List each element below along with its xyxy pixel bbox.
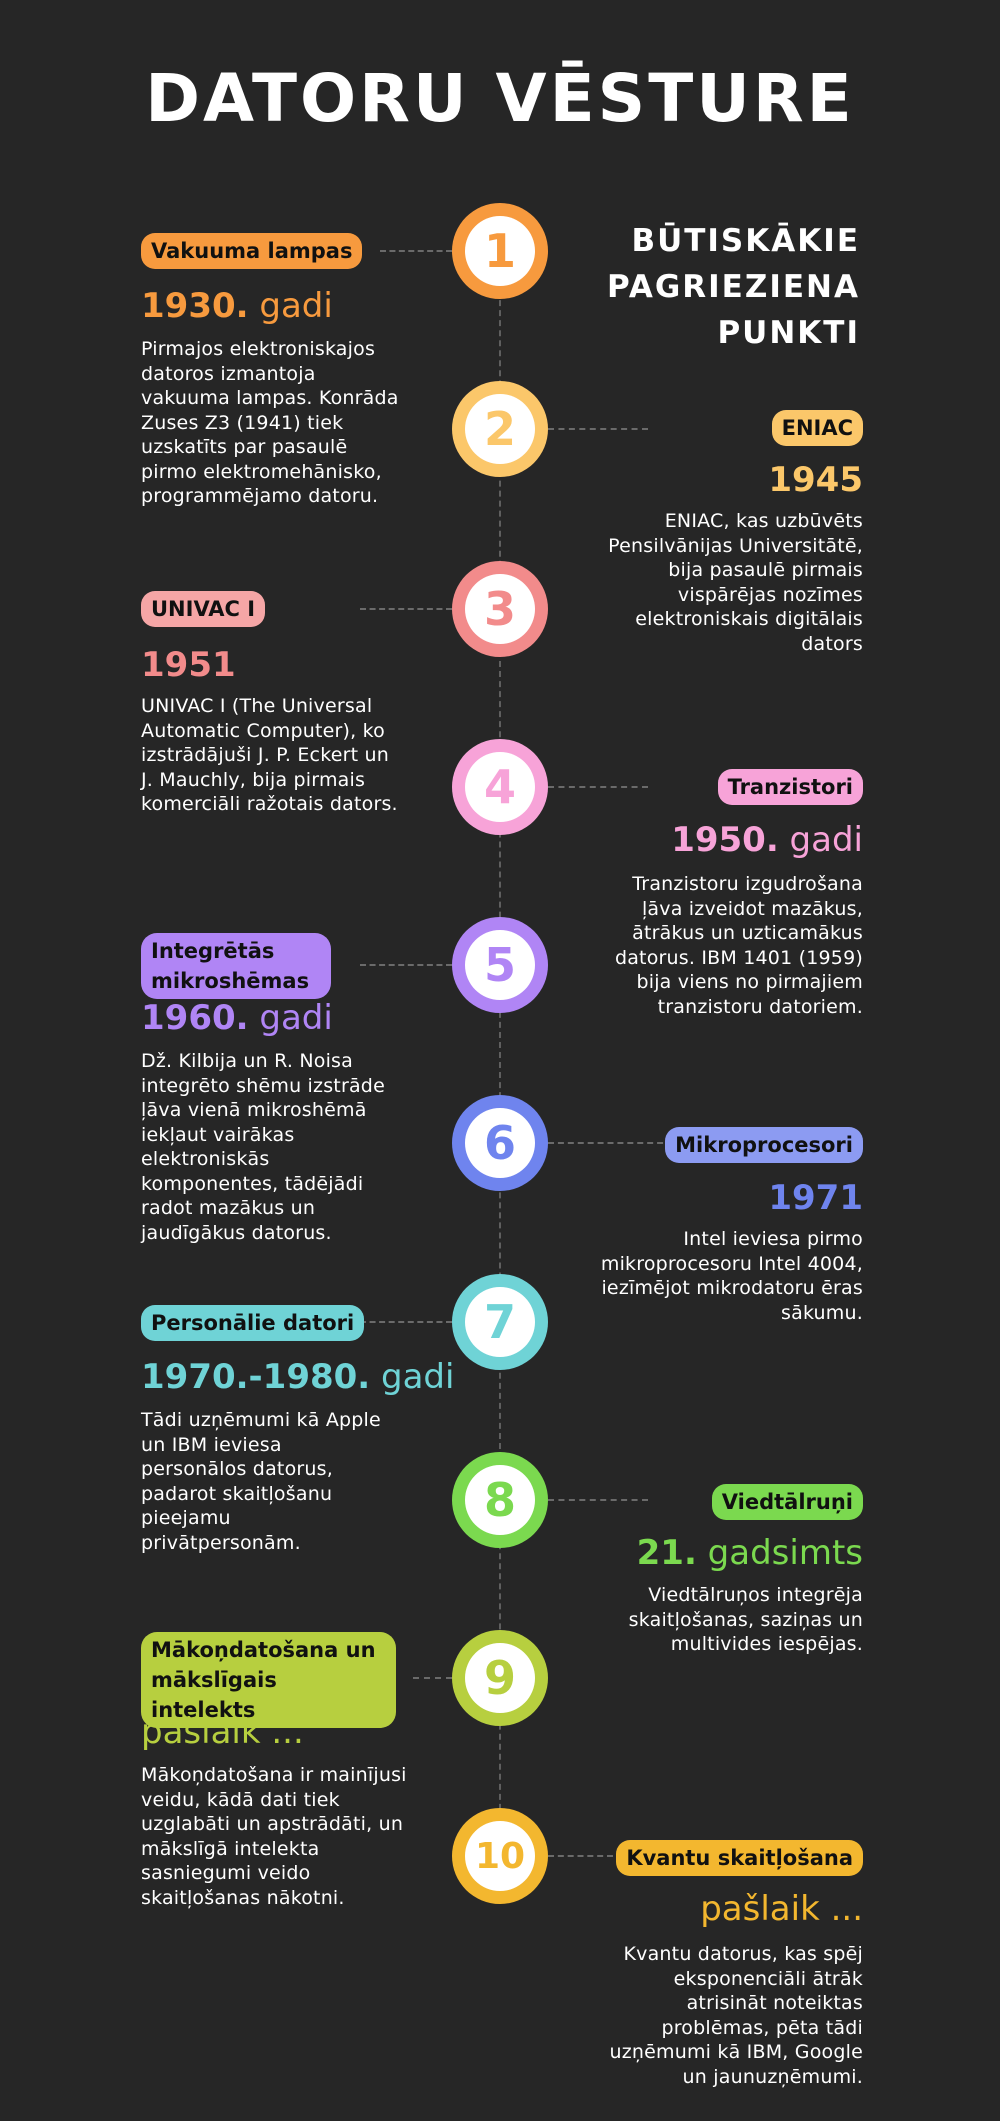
milestone-10-year: pašlaik ... — [700, 1889, 863, 1929]
milestone-9-tag: Mākoņdatošana un mākslīgais intelekts — [141, 1632, 396, 1728]
milestone-5-circle: 5 — [452, 917, 548, 1013]
milestone-10-connector — [548, 1855, 613, 1857]
milestone-5-number: 5 — [465, 930, 535, 1000]
milestone-2-connector — [548, 428, 648, 430]
milestone-3-year-bold: 1951 — [141, 645, 236, 685]
milestone-7-description: Tādi uzņēmumi kā Apple un IBM ieviesa pe… — [141, 1409, 381, 1554]
milestone-3-circle: 3 — [452, 561, 548, 657]
milestone-6-connector — [548, 1142, 673, 1144]
milestone-10-description: Kvantu datorus, kas spēj eksponenciāli ā… — [609, 1943, 863, 2088]
milestone-5-year-bold: 1960. — [141, 998, 249, 1038]
milestone-7-year-bold: 1970.-1980. — [141, 1357, 371, 1397]
milestone-1-number: 1 — [465, 216, 535, 286]
milestone-3-connector — [360, 608, 452, 610]
milestone-8-year-bold: 21. — [636, 1533, 697, 1573]
milestone-3-year: 1951 — [141, 645, 236, 685]
milestone-8-connector — [548, 1499, 648, 1501]
page-subtitle: BŪTISKĀKIE PAGRIEZIENA PUNKTI — [606, 223, 860, 351]
milestone-7-year-light: gadi — [381, 1357, 455, 1397]
milestone-6-description: Intel ieviesa pirmo mikroprocesoru Intel… — [600, 1228, 863, 1324]
milestone-8-number: 8 — [465, 1465, 535, 1535]
milestone-3-tag: UNIVAC I — [141, 591, 266, 627]
milestone-1-description: Pirmajos elektroniskajos datoros izmanto… — [141, 338, 399, 507]
milestone-2-year: 1945 — [768, 460, 863, 500]
milestone-2-number: 2 — [465, 394, 535, 464]
milestone-9-circle: 9 — [452, 1630, 548, 1726]
milestone-7-number: 7 — [465, 1287, 535, 1357]
page-title: DATORU VĒSTURE — [145, 60, 855, 137]
milestone-9-number: 9 — [465, 1643, 535, 1713]
milestone-4-year-bold: 1950. — [671, 820, 779, 860]
milestone-4-description: Tranzistoru izgudrošana ļāva izveidot ma… — [614, 873, 863, 1018]
milestone-4-connector — [548, 786, 648, 788]
milestone-6-tag: Mikroprocesori — [665, 1127, 863, 1163]
milestone-3-number: 3 — [465, 574, 535, 644]
milestone-5-connector — [360, 964, 452, 966]
milestone-4-circle: 4 — [452, 739, 548, 835]
milestone-8-year-light: gadsimts — [707, 1533, 863, 1573]
milestone-6-number: 6 — [465, 1108, 535, 1178]
milestone-4-tag: Tranzistori — [717, 769, 863, 805]
milestone-5-tag: Integrētās mikroshēmas — [141, 933, 331, 999]
milestone-8-year: 21. gadsimts — [637, 1533, 863, 1573]
timeline-spine — [499, 250, 501, 1860]
milestone-4-number: 4 — [465, 752, 535, 822]
milestone-8-circle: 8 — [452, 1452, 548, 1548]
milestone-10-year-light: pašlaik ... — [700, 1889, 863, 1929]
milestone-4-year-light: gadi — [789, 820, 863, 860]
milestone-1-year-light: gadi — [259, 286, 333, 326]
milestone-9-description: Mākoņdatošana ir mainījusi veidu, kādā d… — [141, 1764, 407, 1909]
milestone-7-circle: 7 — [452, 1274, 548, 1370]
milestone-10-tag: Kvantu skaitļošana — [616, 1840, 863, 1876]
milestone-1-connector — [380, 250, 452, 252]
milestone-3-description: UNIVAC I (The Universal Automatic Comput… — [141, 695, 398, 815]
milestone-5-year: 1960. gadi — [141, 998, 333, 1038]
milestone-5-description: Dž. Kilbija un R. Noisa integrēto shēmu … — [141, 1050, 385, 1244]
milestone-6-year: 1971 — [768, 1178, 863, 1218]
milestone-1-tag: Vakuuma lampas — [141, 233, 363, 269]
milestone-8-tag: Viedtālruņi — [711, 1484, 863, 1520]
milestone-10-circle: 10 — [452, 1808, 548, 1904]
milestone-2-description: ENIAC, kas uzbūvēts Pensilvānijas Univer… — [608, 510, 863, 655]
milestone-9-year: pašlaik ... — [141, 1712, 304, 1752]
milestone-5-year-light: gadi — [259, 998, 333, 1038]
milestone-7-connector — [360, 1321, 452, 1323]
milestone-2-year-bold: 1945 — [768, 460, 863, 500]
milestone-1-year: 1930. gadi — [141, 286, 333, 326]
milestone-6-year-bold: 1971 — [768, 1178, 863, 1218]
milestone-1-circle: 1 — [452, 203, 548, 299]
milestone-9-year-light: pašlaik ... — [141, 1712, 304, 1752]
milestone-10-number: 10 — [465, 1821, 535, 1891]
milestone-6-circle: 6 — [452, 1095, 548, 1191]
milestone-7-tag: Personālie datori — [141, 1305, 365, 1341]
milestone-8-description: Viedtālruņos integrēja skaitļošanas, saz… — [628, 1584, 863, 1655]
milestone-7-year: 1970.-1980. gadi — [141, 1357, 454, 1397]
milestone-1-year-bold: 1930. — [141, 286, 249, 326]
milestone-2-tag: ENIAC — [771, 410, 863, 446]
milestone-4-year: 1950. gadi — [671, 820, 863, 860]
milestone-9-connector — [413, 1677, 452, 1679]
milestone-2-circle: 2 — [452, 381, 548, 477]
